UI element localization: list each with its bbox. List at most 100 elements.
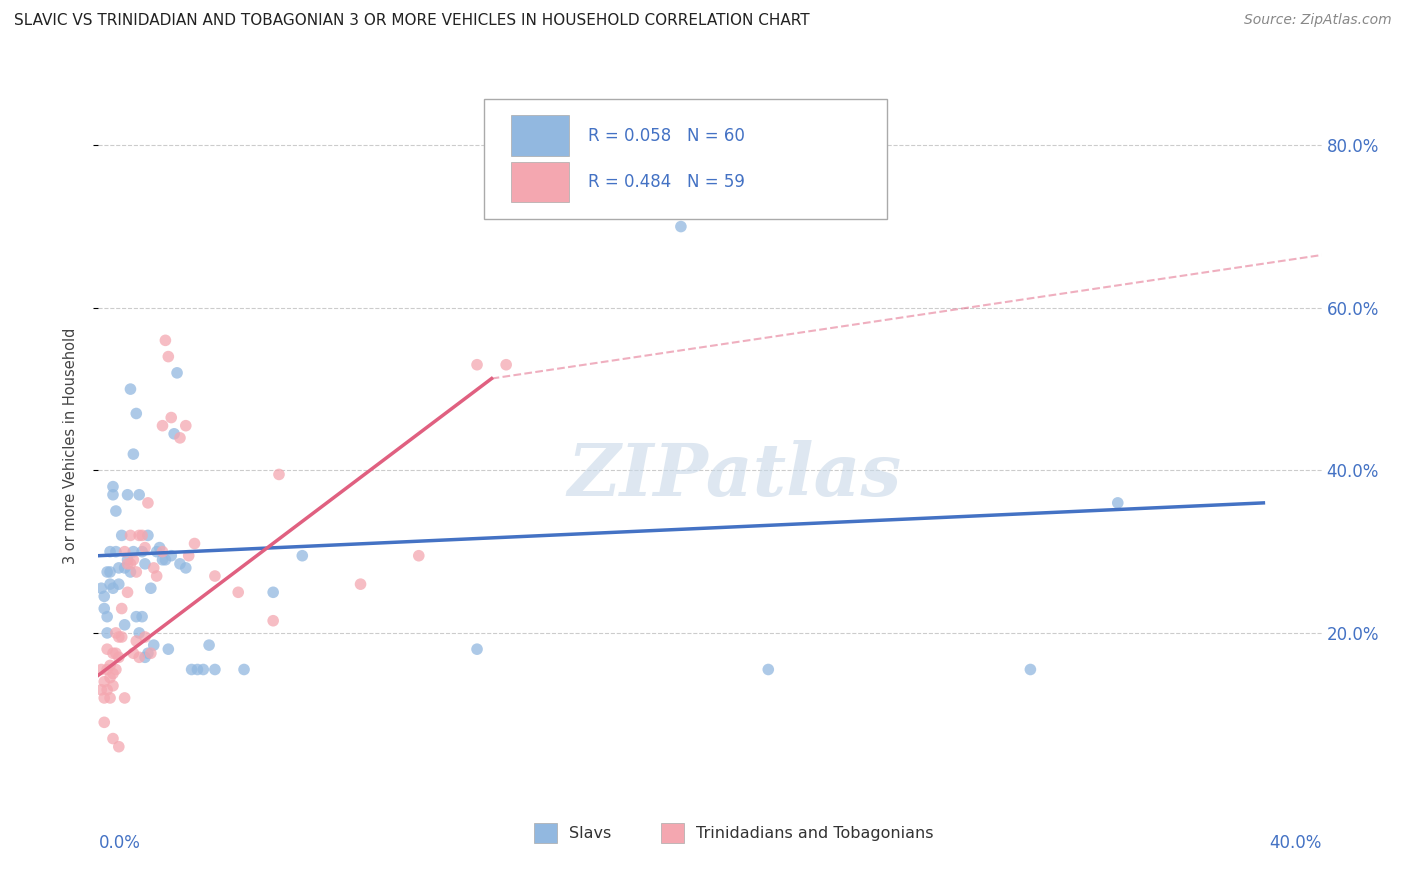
Point	[128, 528, 150, 542]
Point	[111, 601, 134, 615]
Point	[669, 219, 692, 234]
Point	[96, 565, 118, 579]
Point	[134, 541, 156, 555]
Point	[90, 663, 112, 677]
Text: ZIPatlas: ZIPatlas	[568, 440, 901, 511]
Point	[98, 690, 121, 705]
Point	[1019, 663, 1042, 677]
Point	[120, 565, 142, 579]
Point	[155, 553, 177, 567]
Point	[160, 549, 183, 563]
Point	[160, 410, 183, 425]
Point	[108, 630, 131, 644]
FancyBboxPatch shape	[510, 115, 569, 156]
Point	[145, 544, 167, 558]
Point	[163, 426, 186, 441]
Point	[101, 679, 124, 693]
Point	[233, 663, 256, 677]
Point	[96, 682, 118, 697]
Point	[93, 690, 115, 705]
Text: R = 0.484   N = 59: R = 0.484 N = 59	[588, 173, 745, 191]
Point	[111, 630, 134, 644]
Point	[204, 569, 226, 583]
Point	[152, 544, 174, 558]
Point	[96, 663, 118, 677]
Point	[108, 739, 131, 754]
Point	[136, 646, 159, 660]
Point	[131, 609, 153, 624]
Point	[166, 366, 188, 380]
Point	[98, 658, 121, 673]
Point	[101, 666, 124, 681]
Point	[408, 549, 430, 563]
Point	[226, 585, 249, 599]
Point	[90, 581, 112, 595]
Point	[117, 553, 139, 567]
Point	[114, 561, 136, 575]
Point	[104, 663, 127, 677]
Point	[183, 536, 205, 550]
Point	[108, 650, 131, 665]
Point	[101, 731, 124, 746]
Point	[117, 488, 139, 502]
Point	[114, 690, 136, 705]
Point	[139, 646, 162, 660]
Point	[152, 553, 174, 567]
Point	[128, 626, 150, 640]
Point	[139, 581, 162, 595]
Text: Source: ZipAtlas.com: Source: ZipAtlas.com	[1244, 13, 1392, 28]
Point	[101, 480, 124, 494]
Point	[125, 565, 148, 579]
Point	[122, 646, 145, 660]
Point	[104, 504, 127, 518]
Point	[93, 674, 115, 689]
Point	[204, 663, 226, 677]
Point	[93, 590, 115, 604]
Point	[180, 663, 202, 677]
Point	[145, 569, 167, 583]
Point	[174, 561, 197, 575]
Point	[104, 544, 127, 558]
Point	[134, 650, 156, 665]
Text: Trinidadians and Tobagonians: Trinidadians and Tobagonians	[696, 826, 934, 840]
Point	[186, 663, 208, 677]
Text: 0.0%: 0.0%	[98, 834, 141, 852]
Point	[262, 585, 284, 599]
Text: Slavs: Slavs	[569, 826, 612, 840]
Point	[108, 561, 131, 575]
Point	[177, 549, 200, 563]
Point	[128, 650, 150, 665]
FancyBboxPatch shape	[510, 162, 569, 202]
Text: SLAVIC VS TRINIDADIAN AND TOBAGONIAN 3 OR MORE VEHICLES IN HOUSEHOLD CORRELATION: SLAVIC VS TRINIDADIAN AND TOBAGONIAN 3 O…	[14, 13, 810, 29]
Point	[117, 557, 139, 571]
Point	[120, 557, 142, 571]
Point	[267, 467, 290, 482]
Text: 40.0%: 40.0%	[1270, 834, 1322, 852]
Point	[465, 358, 488, 372]
Point	[122, 447, 145, 461]
Point	[114, 617, 136, 632]
Point	[93, 715, 115, 730]
Point	[96, 609, 118, 624]
Point	[90, 682, 112, 697]
Point	[1107, 496, 1129, 510]
Point	[101, 646, 124, 660]
Point	[104, 626, 127, 640]
Point	[149, 541, 172, 555]
Point	[120, 382, 142, 396]
Point	[349, 577, 371, 591]
Point	[98, 565, 121, 579]
Point	[136, 528, 159, 542]
Point	[96, 626, 118, 640]
Point	[117, 585, 139, 599]
Point	[136, 496, 159, 510]
Point	[157, 642, 180, 657]
Point	[465, 642, 488, 657]
Point	[155, 334, 177, 348]
Point	[125, 634, 148, 648]
Point	[142, 561, 165, 575]
Point	[131, 528, 153, 542]
Point	[134, 630, 156, 644]
Point	[131, 544, 153, 558]
FancyBboxPatch shape	[484, 99, 887, 219]
